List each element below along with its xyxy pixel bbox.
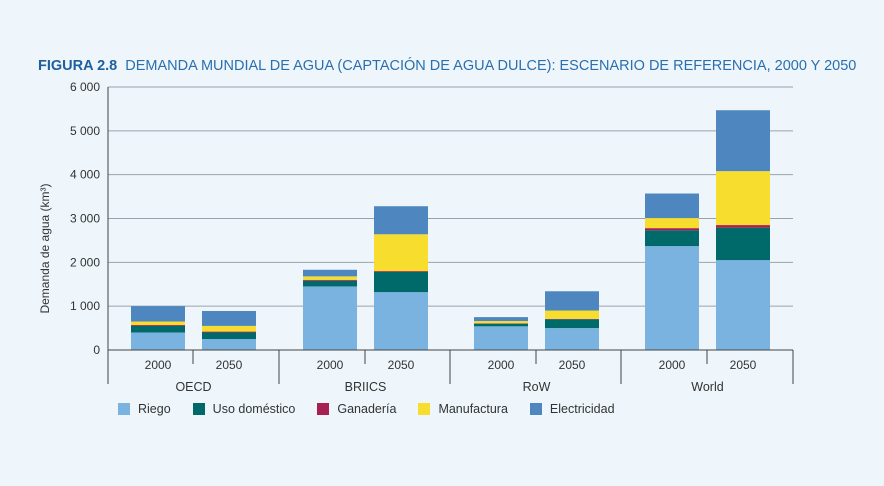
bar-segment bbox=[545, 319, 599, 329]
legend-label: Electricidad bbox=[549, 402, 615, 416]
bar-segment bbox=[374, 271, 428, 293]
figure-title-text: DEMANDA MUNDIAL DE AGUA (CAPTACIÓN DE AG… bbox=[125, 58, 857, 74]
x-tick-label: 2050 bbox=[388, 358, 415, 372]
x-group-label: OECD bbox=[175, 380, 211, 394]
bar-segment bbox=[474, 321, 528, 324]
bar-segment bbox=[645, 193, 699, 219]
bar-segment bbox=[645, 218, 699, 229]
bar-segment bbox=[131, 325, 185, 326]
figure-number: FIGURA 2.8 bbox=[38, 58, 118, 74]
bar-segment bbox=[545, 291, 599, 311]
bar-segment bbox=[374, 234, 428, 272]
bar-segment bbox=[303, 276, 357, 280]
axis-layer: 0 1 000 2 000 3 000 4 000 5 000 6 000 2000 2050 2… bbox=[70, 80, 794, 394]
bar-segment bbox=[303, 279, 357, 281]
bar-segment bbox=[131, 306, 185, 322]
bar-segment bbox=[474, 326, 528, 350]
legend-label: Manufactura bbox=[438, 402, 508, 416]
bar-segment bbox=[303, 280, 357, 287]
x-tick-label: 2000 bbox=[145, 358, 172, 372]
legend-item: Ganadería bbox=[317, 402, 396, 416]
y-tick-label: 4 000 bbox=[70, 168, 100, 182]
y-tick-label: 1 000 bbox=[70, 299, 100, 313]
bar-segment bbox=[645, 230, 699, 247]
legend-swatch bbox=[529, 403, 542, 415]
bar-segment bbox=[645, 246, 699, 350]
bar-segment bbox=[474, 323, 528, 327]
legend-item: Electricidad bbox=[529, 402, 615, 416]
x-tick-label: 2050 bbox=[559, 358, 586, 372]
bar-segment bbox=[202, 310, 256, 326]
bar-segment bbox=[202, 332, 256, 340]
bar-segment bbox=[716, 171, 770, 226]
legend-label: Riego bbox=[138, 402, 171, 416]
legend-swatch bbox=[192, 403, 205, 415]
bar-segment bbox=[545, 310, 599, 319]
y-axis-label: Demanda de agua (km³) bbox=[38, 183, 52, 313]
x-group-label: BRIICS bbox=[345, 380, 387, 394]
bar-segment bbox=[645, 228, 699, 231]
bar-segment bbox=[545, 328, 599, 350]
bar-segment bbox=[303, 269, 357, 277]
y-tick-label: 5 000 bbox=[70, 124, 100, 138]
legend-item: Riego bbox=[118, 402, 171, 416]
legend-label: Ganadería bbox=[337, 402, 397, 416]
bar-segment bbox=[131, 321, 185, 326]
bar-segment bbox=[303, 286, 357, 350]
x-tick-label: 2000 bbox=[659, 358, 686, 372]
x-tick-label: 2050 bbox=[216, 358, 243, 372]
bar-segment bbox=[202, 331, 256, 333]
figure-title: FIGURA 2.8 DEMANDA MUNDIAL DE AGUA (CAPTA… bbox=[38, 58, 856, 74]
bar-segment bbox=[202, 339, 256, 350]
legend-swatch bbox=[317, 403, 330, 415]
bar-segment bbox=[716, 225, 770, 228]
bar-segment bbox=[374, 271, 428, 272]
legend-item: Uso doméstico bbox=[192, 402, 296, 416]
bar-segment bbox=[202, 325, 256, 332]
legend-swatch bbox=[118, 403, 130, 415]
legend-label: Uso doméstico bbox=[212, 402, 296, 416]
bar-segment bbox=[716, 110, 770, 172]
x-tick-label: 2000 bbox=[488, 358, 515, 372]
x-tick-label: 2050 bbox=[730, 358, 757, 372]
y-tick-label: 3 000 bbox=[70, 212, 100, 226]
x-group-label: World bbox=[691, 380, 723, 394]
bar-segment bbox=[131, 332, 185, 350]
bar-segment bbox=[131, 325, 185, 333]
bar-segment bbox=[716, 227, 770, 261]
x-group-label: RoW bbox=[523, 380, 551, 394]
bar-segment bbox=[474, 317, 528, 322]
bar-segment bbox=[374, 292, 428, 350]
legend-swatch bbox=[418, 403, 431, 415]
bar-segment bbox=[716, 260, 770, 350]
bar-layer bbox=[131, 110, 770, 350]
legend-item: Manufactura bbox=[418, 402, 508, 416]
bar-segment bbox=[374, 206, 428, 235]
y-tick-label: 2 000 bbox=[70, 255, 100, 269]
x-tick-label: 2000 bbox=[317, 358, 344, 372]
legend: Riego Uso doméstico Ganadería Manufactura El… bbox=[118, 402, 637, 416]
y-tick-label: 0 bbox=[93, 343, 100, 357]
y-tick-label: 6 000 bbox=[70, 80, 100, 94]
